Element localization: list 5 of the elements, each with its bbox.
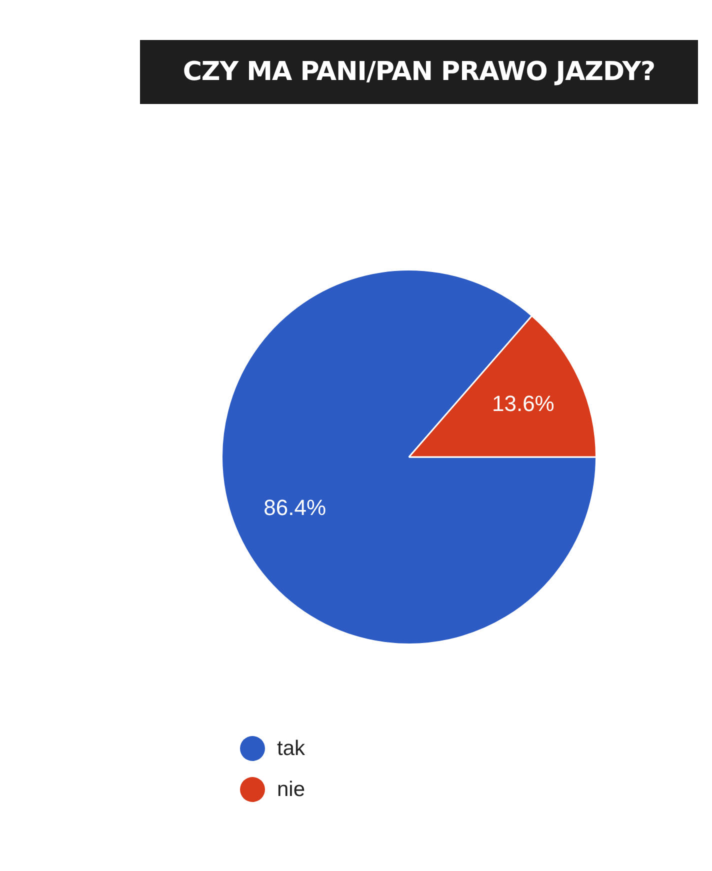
legend-label: tak [277,736,306,760]
legend-label: nie [277,778,306,802]
data-label: 86.4% [264,495,326,520]
data-label: 13.6% [492,391,554,416]
chart-title: CZY MA PANI/PAN PRAWO JAZDY? [140,40,698,104]
